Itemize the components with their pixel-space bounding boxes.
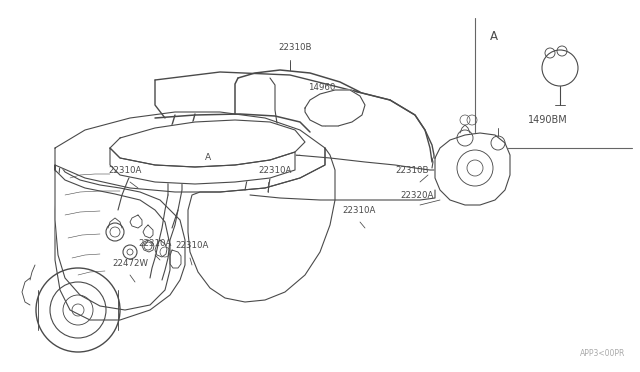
Polygon shape xyxy=(55,165,185,320)
Polygon shape xyxy=(188,148,335,302)
Text: 14960: 14960 xyxy=(308,83,335,92)
Polygon shape xyxy=(110,120,305,167)
Text: 22310A: 22310A xyxy=(342,206,376,215)
Text: 22310B: 22310B xyxy=(278,43,312,52)
Polygon shape xyxy=(435,133,510,205)
Polygon shape xyxy=(55,165,170,310)
Polygon shape xyxy=(110,148,295,184)
Text: 22310A: 22310A xyxy=(175,241,209,250)
Text: A: A xyxy=(205,153,211,162)
Text: 22472W: 22472W xyxy=(112,259,148,268)
Text: 22310A: 22310A xyxy=(108,166,141,175)
Text: APP3<00PR: APP3<00PR xyxy=(580,349,625,358)
Text: 1490BM: 1490BM xyxy=(528,115,568,125)
Polygon shape xyxy=(55,112,325,192)
Text: 22310B: 22310B xyxy=(395,166,429,175)
Text: 22310A: 22310A xyxy=(138,239,172,248)
Polygon shape xyxy=(305,90,365,126)
Text: 22310A: 22310A xyxy=(258,166,291,175)
Text: A: A xyxy=(490,30,498,43)
Text: 22320A: 22320A xyxy=(400,191,433,200)
